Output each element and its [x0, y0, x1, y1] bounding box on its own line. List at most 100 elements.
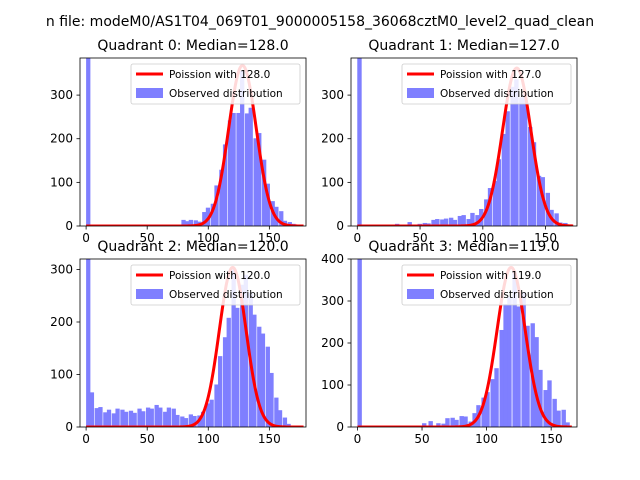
panel-title: Quadrant 0: Median=128.0 — [97, 38, 288, 54]
histogram-bar — [188, 219, 193, 226]
x-tick-label: 0 — [82, 231, 90, 245]
histogram-bar — [132, 412, 137, 427]
histogram-bar — [357, 259, 362, 427]
histogram-bar — [357, 58, 362, 226]
histogram-bar — [459, 416, 464, 427]
x-tick-label: 100 — [197, 231, 220, 245]
histogram-bar — [407, 222, 412, 226]
legend: Poission with 119.0 Observed distribution — [401, 264, 572, 306]
histogram-bar — [556, 410, 561, 427]
histogram-bar — [501, 133, 507, 226]
histogram-bar — [531, 142, 537, 226]
legend-hist-swatch — [136, 88, 163, 98]
legend-hist-swatch — [407, 289, 434, 299]
y-tick-label: 300 — [50, 88, 73, 102]
panel-quadrant-3: 0 50 100 150 0 100 200 300 400 Quadrant 3: Median… — [321, 239, 578, 446]
x-tick-label: 150 — [258, 432, 281, 446]
histogram-bar — [435, 219, 440, 226]
histogram-bar — [185, 221, 190, 226]
histogram-bar — [103, 412, 108, 427]
figure-suptitle: n file: modeM0/AS1T04_069T01_9000005158_… — [46, 14, 594, 30]
histogram-bar — [470, 212, 475, 226]
histogram-bar — [240, 71, 245, 226]
histogram-bar — [279, 211, 284, 226]
histogram-bar — [521, 292, 526, 427]
x-tick-label: 150 — [534, 231, 557, 245]
histogram-bar — [286, 423, 291, 427]
histogram-bar — [209, 399, 214, 427]
histogram-bar — [422, 222, 427, 226]
poisson-line — [85, 63, 305, 226]
y-tick-label: 200 — [321, 132, 344, 146]
histogram-bar — [440, 219, 445, 226]
histogram-bar — [163, 411, 168, 427]
y-tick-label: 100 — [50, 175, 73, 189]
x-tick-label: 150 — [540, 432, 563, 446]
plot-area — [85, 259, 305, 427]
histogram-bar — [244, 113, 250, 226]
y-tick-label: 200 — [50, 132, 73, 146]
histogram-bar — [98, 407, 103, 427]
histogram-bar — [487, 188, 493, 226]
histogram-bar — [561, 409, 566, 427]
x-tick-label: 100 — [197, 432, 220, 446]
histogram-bar — [538, 369, 543, 427]
histogram-bar — [222, 337, 228, 427]
histogram-bar — [554, 213, 559, 226]
histogram-bar — [231, 112, 236, 226]
axes-frame — [79, 258, 307, 428]
legend-hist-label: Observed distribution — [440, 88, 554, 100]
y-tick-label: 0 — [336, 219, 344, 233]
histogram-bar — [123, 411, 129, 427]
legend-hist-swatch — [407, 88, 434, 98]
histogram-bar — [227, 120, 233, 226]
poisson-line — [85, 265, 305, 427]
x-tick-label: 50 — [140, 231, 155, 245]
histogram-bar — [269, 372, 274, 427]
histogram-bar — [145, 407, 151, 427]
histogram-bar — [496, 159, 502, 226]
histogram-bar — [262, 159, 267, 226]
y-tick-label: 200 — [50, 315, 73, 329]
histogram-bar — [193, 220, 198, 226]
histogram-bar — [514, 79, 519, 226]
histogram-bar — [431, 219, 436, 226]
histogram-bar — [534, 337, 539, 427]
histogram-bar — [120, 409, 125, 427]
histogram-bar — [154, 404, 159, 427]
histogram-bar — [507, 296, 512, 427]
histogram-bar — [490, 379, 495, 427]
x-tick-label: 50 — [414, 432, 429, 446]
histogram-bar — [265, 183, 270, 226]
panel-title: Quadrant 3: Median=119.0 — [368, 239, 559, 255]
histogram-bar — [115, 408, 120, 427]
histogram-bar — [149, 408, 154, 427]
histogram-bar — [243, 274, 248, 427]
histogram-bar — [253, 138, 258, 226]
histogram-bar — [505, 111, 510, 226]
histogram-bar — [492, 181, 498, 226]
legend-line-label: Poission with 120.0 — [169, 270, 270, 282]
histogram-bar — [494, 368, 499, 427]
histogram-bar — [166, 407, 172, 427]
histogram-bar — [219, 169, 224, 226]
legend-box — [130, 264, 301, 306]
y-tick-label: 0 — [65, 219, 73, 233]
legend-hist-label: Observed distribution — [440, 289, 554, 301]
poisson-line — [356, 265, 573, 427]
histogram-bar — [94, 408, 99, 427]
histogram-bar — [200, 411, 206, 427]
axes-frame — [350, 57, 578, 227]
legend-box — [401, 264, 572, 306]
histogram-bar — [236, 112, 241, 226]
legend-line-label: Poission with 119.0 — [440, 270, 541, 282]
legend-hist-label: Observed distribution — [169, 88, 283, 100]
histogram-bar — [510, 86, 515, 226]
histogram-bar — [519, 97, 524, 226]
legend: Poission with 120.0 Observed distribution — [130, 264, 301, 306]
histogram-bar — [86, 259, 91, 427]
x-tick-label: 0 — [353, 231, 361, 245]
histogram-bar — [218, 356, 223, 427]
panel-title: Quadrant 1: Median=127.0 — [368, 38, 559, 54]
histogram-bar — [106, 409, 112, 427]
